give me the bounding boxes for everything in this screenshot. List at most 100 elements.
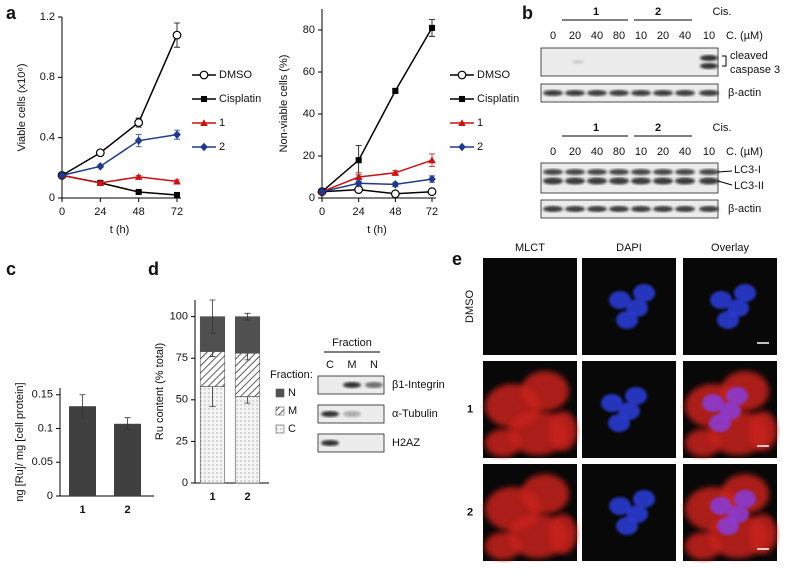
lane-label: 80 (613, 146, 625, 158)
x-axis-label: t (h) (367, 224, 387, 236)
blot-band (565, 90, 585, 96)
chart: 0 0.05 0.1 0.15 ng [Ru]/ mg [cell protein] 1 2 (14, 382, 154, 516)
blot-band (700, 55, 718, 61)
cell (549, 514, 577, 554)
blot-band (587, 206, 607, 212)
group-label: 1 (593, 6, 599, 18)
unit-label: C. (µM) (726, 30, 763, 42)
nucleus (710, 291, 732, 309)
y-tick-label: 0.15 (32, 389, 53, 401)
cell (485, 532, 521, 560)
blot-band (543, 90, 563, 96)
y-axis-label: ng [Ru]/ mg [cell protein] (14, 382, 26, 501)
blot-band (675, 177, 695, 185)
band-label: caspase 3 (730, 64, 780, 76)
blot-band (631, 169, 651, 175)
bar-segment (234, 396, 261, 484)
lane-label: 40 (679, 146, 691, 158)
nucleus (601, 394, 623, 412)
marker (199, 70, 209, 80)
row-label: 1 (467, 403, 473, 415)
marker (172, 30, 182, 40)
blot-band (675, 90, 695, 96)
lane-label: 10 (703, 30, 715, 42)
band-label: LC3-II (734, 180, 764, 192)
marker (457, 70, 467, 80)
bracket (722, 55, 727, 67)
blot-band (653, 177, 673, 185)
legend-swatch (275, 388, 285, 398)
y-tick-label: 0.1 (38, 422, 53, 434)
blot-band (587, 177, 607, 185)
marker (318, 187, 326, 196)
cell (749, 514, 777, 554)
chart: 0 25 50 75 100 Ru content (% total) 1 2 Fraction… (154, 299, 313, 503)
x-tick-label: 48 (389, 206, 401, 218)
marker (391, 180, 400, 189)
panel-label: b (522, 3, 533, 23)
blot-band (631, 177, 651, 185)
legend-label: DMSO (219, 69, 252, 81)
marker (428, 156, 436, 164)
blot-band (587, 90, 607, 96)
legend-label: DMSO (477, 69, 510, 81)
blot-band (609, 206, 629, 212)
blot-band (699, 169, 719, 175)
legend-label: 2 (219, 141, 225, 153)
panel-label: c (6, 259, 16, 279)
chart: 0 20 40 60 80 Non-viable cells (%) 0 24 48 72 t (h… (278, 9, 519, 236)
blot-band (321, 411, 339, 417)
blot-band (565, 169, 585, 175)
legend-swatch (275, 424, 285, 434)
x-tick-label: 1 (79, 504, 85, 516)
blot-band (343, 382, 361, 388)
nucleus (616, 517, 638, 535)
panel-labels: a b c d e (6, 3, 533, 279)
legend-label: 1 (219, 117, 225, 129)
y-tick-label: 50 (176, 394, 188, 406)
y-tick-label: 0 (49, 192, 55, 204)
y-tick-label: 1.2 (40, 11, 55, 23)
blot-band (675, 169, 695, 175)
marker (200, 142, 208, 152)
marker (354, 179, 363, 188)
x-tick-label: 2 (124, 504, 130, 516)
blot-band (699, 90, 719, 96)
nucleus (734, 490, 756, 508)
blot-band (653, 169, 673, 175)
band-label: LC3-I (734, 164, 761, 176)
y-tick-label: 0.4 (40, 132, 55, 144)
lane-label: 10 (635, 146, 647, 158)
nucleus (616, 311, 638, 329)
band-label: cleaved (730, 50, 768, 62)
x-tick-label: 24 (353, 206, 365, 218)
x-tick-label: 0 (319, 206, 325, 218)
blot-title: Fraction (332, 337, 372, 349)
y-tick-label: 100 (170, 311, 188, 323)
blot-band (699, 177, 719, 185)
lane-label: 40 (591, 30, 603, 42)
lane-label: 20 (569, 146, 581, 158)
nucleus (710, 497, 732, 515)
error-bar (79, 394, 86, 419)
blot (540, 162, 719, 194)
nucleus (633, 284, 655, 302)
y-tick-label: 60 (303, 66, 315, 78)
legend-title: Fraction: (270, 369, 313, 381)
marker (134, 136, 143, 145)
lane-label: 20 (657, 146, 669, 158)
blot (540, 47, 719, 77)
marker (458, 119, 466, 127)
blot-band (699, 206, 719, 212)
bar-segment (199, 316, 226, 352)
lane-label: 0 (550, 146, 556, 158)
column-label: Overlay (711, 242, 749, 254)
blot-band (609, 169, 629, 175)
nucleus (734, 284, 756, 302)
legend-label: M (288, 405, 297, 417)
y-tick-label: 0.8 (40, 71, 55, 83)
cell (549, 411, 577, 451)
cell (521, 371, 569, 411)
blot-band (565, 206, 585, 212)
nucleus (609, 291, 631, 309)
